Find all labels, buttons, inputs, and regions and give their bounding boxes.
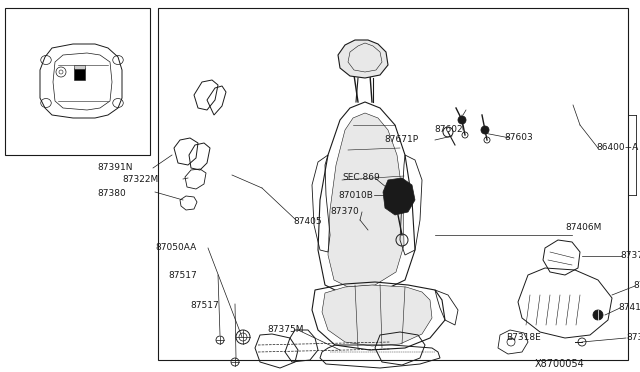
Text: 87010B: 87010B [338, 190, 373, 199]
Circle shape [593, 310, 603, 320]
Text: 87406M: 87406M [565, 224, 602, 232]
Polygon shape [322, 285, 432, 346]
Polygon shape [338, 40, 388, 78]
Text: 87375M: 87375M [267, 326, 303, 334]
Polygon shape [383, 178, 415, 215]
Text: 87370: 87370 [330, 208, 359, 217]
Text: SEC.869: SEC.869 [342, 173, 380, 183]
Text: B7318E: B7318E [506, 334, 541, 343]
Circle shape [458, 116, 466, 124]
Text: 86400+A: 86400+A [596, 144, 638, 153]
Polygon shape [74, 65, 85, 69]
Text: 87602: 87602 [434, 125, 463, 135]
Text: 87372M: 87372M [620, 250, 640, 260]
Text: 87380N: 87380N [633, 282, 640, 291]
Text: 87603: 87603 [504, 134, 532, 142]
Text: 87405: 87405 [293, 218, 322, 227]
Text: X8700054: X8700054 [535, 359, 585, 369]
Text: 87391N: 87391N [97, 164, 132, 173]
Text: 87517: 87517 [168, 272, 196, 280]
Polygon shape [328, 113, 404, 287]
Text: 87332C: 87332C [626, 334, 640, 343]
Text: 87322M: 87322M [122, 176, 158, 185]
Text: 87517: 87517 [190, 301, 219, 310]
Text: 87418: 87418 [618, 304, 640, 312]
Text: 87380: 87380 [97, 189, 125, 198]
Text: 87050AA: 87050AA [155, 244, 196, 253]
Circle shape [481, 126, 489, 134]
Polygon shape [74, 68, 85, 80]
Text: 87671P: 87671P [384, 135, 418, 144]
